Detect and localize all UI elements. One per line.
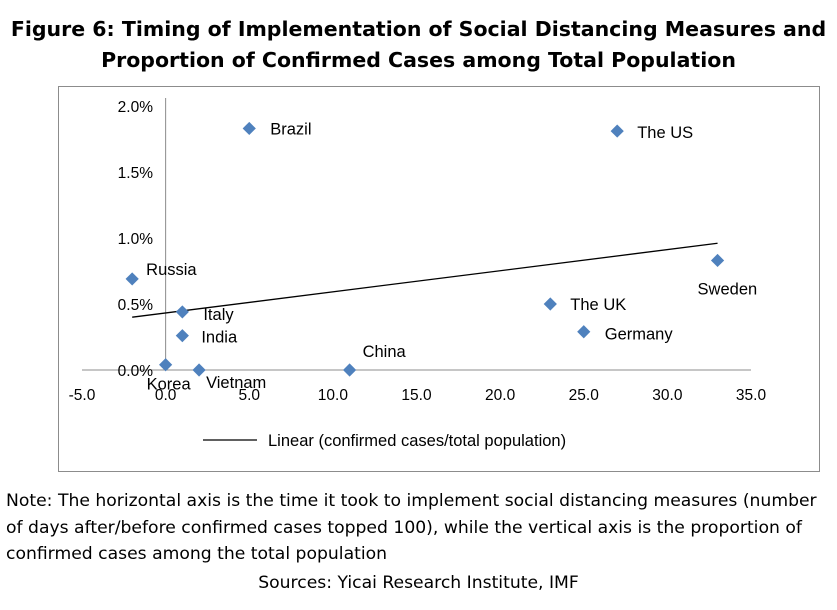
y-tick-label: 1.5% bbox=[118, 165, 154, 182]
data-point-sweden bbox=[710, 253, 725, 268]
y-tick-label: 0.5% bbox=[118, 297, 154, 314]
x-tick-label: 30.0 bbox=[652, 387, 683, 404]
x-tick-label: 20.0 bbox=[485, 387, 516, 404]
x-tick-label: 15.0 bbox=[401, 387, 432, 404]
data-point-germany bbox=[577, 325, 591, 339]
x-tick-label: 0.0 bbox=[155, 387, 177, 404]
point-label: India bbox=[201, 329, 238, 347]
x-tick-label: 5.0 bbox=[238, 387, 260, 404]
data-point-korea bbox=[159, 358, 173, 372]
x-tick-label: 35.0 bbox=[736, 387, 767, 404]
sources-line: Sources: Yicai Research Institute, IMF bbox=[258, 573, 579, 593]
data-point-russia bbox=[125, 272, 139, 286]
data-point-vietnam bbox=[192, 363, 206, 377]
chart-frame bbox=[58, 86, 820, 472]
x-tick-label: 10.0 bbox=[318, 387, 349, 404]
point-label: Korea bbox=[147, 376, 192, 394]
point-label: Brazil bbox=[270, 120, 311, 138]
x-tick-labels: -5.0 0.0 5.0 10.0 15.0 20.0 25.0 30.0 35.0 bbox=[69, 387, 767, 404]
chart-note: Note: The horizontal axis is the time it… bbox=[6, 488, 834, 568]
data-point-the-uk bbox=[543, 297, 557, 311]
x-tick-label: 25.0 bbox=[569, 387, 600, 404]
point-label: China bbox=[363, 343, 407, 361]
point-label: The UK bbox=[570, 296, 626, 314]
y-tick-labels: 0.0% 0.5% 1.0% 1.5% 2.0% bbox=[118, 99, 154, 380]
data-point-the-us bbox=[610, 124, 624, 138]
y-tick-label: 0.0% bbox=[118, 363, 154, 380]
point-label: Italy bbox=[203, 306, 234, 324]
data-point-brazil bbox=[242, 121, 256, 136]
y-tick-label: 2.0% bbox=[118, 99, 154, 116]
data-point-china bbox=[343, 363, 357, 377]
point-label: Vietnam bbox=[206, 374, 266, 392]
point-label: Sweden bbox=[698, 280, 758, 298]
point-labels: Brazil The US Sweden Russia The UK Italy Germa… bbox=[146, 120, 757, 393]
data-point-italy bbox=[175, 305, 189, 319]
chart-title: Figure 6: Timing of Implementation of So… bbox=[0, 14, 837, 76]
legend-label: Linear (confirmed cases/total population… bbox=[268, 432, 566, 450]
point-label: Germany bbox=[605, 326, 674, 344]
point-label: The US bbox=[637, 124, 693, 142]
x-tick-label: -5.0 bbox=[69, 387, 96, 404]
y-tick-label: 1.0% bbox=[118, 231, 154, 248]
chart-title-line-2: Proportion of Confirmed Cases among Tota… bbox=[101, 48, 736, 72]
legend: Linear (confirmed cases/total population… bbox=[203, 432, 566, 450]
point-label: Russia bbox=[146, 261, 197, 279]
data-points bbox=[125, 121, 725, 377]
trendline bbox=[132, 242, 718, 318]
data-point-india bbox=[175, 329, 189, 343]
note-text: Note: The horizontal axis is the time it… bbox=[6, 491, 817, 564]
trendline-group bbox=[132, 242, 718, 318]
chart-title-line-1: Figure 6: Timing of Implementation of So… bbox=[10, 17, 827, 41]
